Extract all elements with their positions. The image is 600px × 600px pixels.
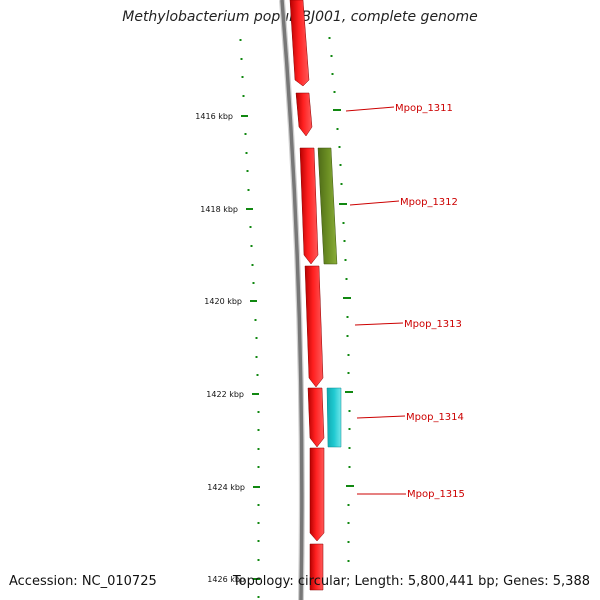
gene-arrow[interactable] xyxy=(304,265,324,388)
gene-arrow[interactable] xyxy=(289,0,310,87)
label-leaders xyxy=(345,106,406,495)
gene-arrow[interactable] xyxy=(299,147,319,265)
gene-arrow[interactable] xyxy=(309,447,325,542)
inner-minor-ticks xyxy=(239,39,260,598)
scale-label: 1416 kbp xyxy=(195,112,233,121)
outer-major-ticks xyxy=(333,109,354,487)
gene-label[interactable]: Mpop_1312 xyxy=(400,197,458,208)
gene-label[interactable]: Mpop_1314 xyxy=(406,412,464,423)
outer-minor-ticks xyxy=(328,37,351,562)
gene-arrow[interactable] xyxy=(309,543,324,591)
gene-arrow[interactable] xyxy=(307,387,325,448)
forward-genes xyxy=(289,0,325,591)
gene-label[interactable]: Mpop_1313 xyxy=(404,319,462,330)
genome-stats: Topology: circular; Length: 5,800,441 bp… xyxy=(232,574,590,589)
gene-arrow[interactable] xyxy=(295,92,313,137)
gene-label[interactable]: Mpop_1311 xyxy=(395,103,453,114)
scale-label: 1424 kbp xyxy=(207,483,245,492)
scale-label: 1422 kbp xyxy=(206,390,244,399)
accession-label: Accession: NC_010725 xyxy=(9,574,157,589)
gene-label[interactable]: Mpop_1315 xyxy=(407,489,465,500)
gene-arrow-cyan[interactable] xyxy=(326,387,342,448)
scale-label: 1420 kbp xyxy=(204,297,242,306)
gene-arrow-olive[interactable] xyxy=(317,147,338,265)
genome-backbone-core xyxy=(280,0,304,600)
scale-label: 1418 kbp xyxy=(200,205,238,214)
inner-major-ticks xyxy=(241,115,260,580)
scale-label: 1426 kbp xyxy=(207,575,245,584)
